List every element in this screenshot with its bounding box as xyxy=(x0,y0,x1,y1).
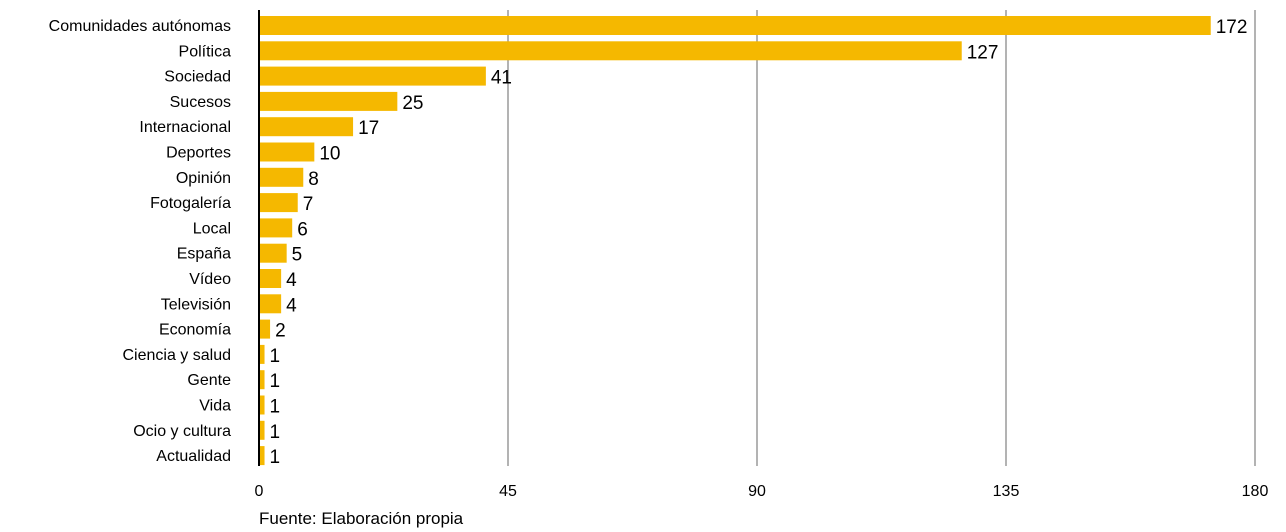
category-label: Opinión xyxy=(176,170,231,187)
category-label: Ciencia y salud xyxy=(123,347,232,364)
x-tick-labels: 0 45 90 135 180 xyxy=(255,483,1269,500)
value-label: 127 xyxy=(967,42,999,63)
bar xyxy=(259,91,398,111)
category-label: Vídeo xyxy=(189,271,231,288)
bar xyxy=(259,319,271,339)
category-label: Internacional xyxy=(139,119,231,136)
bar xyxy=(259,218,293,238)
value-label: 1 xyxy=(270,346,281,367)
value-label: 1 xyxy=(270,371,281,392)
bar xyxy=(259,269,282,288)
category-label: Fotogalería xyxy=(150,195,231,212)
bar xyxy=(259,446,265,466)
x-tick-label: 135 xyxy=(993,483,1020,500)
value-label: 4 xyxy=(286,295,297,316)
bars xyxy=(259,16,1211,466)
category-label: España xyxy=(177,246,231,263)
category-label: Televisión xyxy=(161,296,231,313)
category-label: Actualidad xyxy=(156,448,231,465)
category-label: Sucesos xyxy=(170,94,231,111)
category-label: Comunidades autónomas xyxy=(49,18,231,35)
bar xyxy=(259,66,486,86)
category-label: Gente xyxy=(187,372,231,389)
bar xyxy=(259,167,304,187)
value-label: 1 xyxy=(270,422,281,443)
value-label: 6 xyxy=(297,219,308,240)
bar xyxy=(259,395,265,415)
category-label: Política xyxy=(179,43,232,60)
category-label: Ocio y cultura xyxy=(133,423,231,440)
bar xyxy=(259,117,354,137)
value-label: 25 xyxy=(402,93,423,114)
category-label: Vida xyxy=(199,398,231,415)
value-label: 1 xyxy=(270,447,281,468)
x-tick-label: 90 xyxy=(748,483,766,500)
category-label: Local xyxy=(193,220,231,237)
value-label: 5 xyxy=(292,245,303,266)
bar xyxy=(259,344,265,364)
category-label: Deportes xyxy=(166,145,231,162)
source-note: Fuente: Elaboración propia xyxy=(259,509,464,528)
value-label: 8 xyxy=(308,169,319,190)
value-label: 41 xyxy=(491,68,512,89)
value-label: 172 xyxy=(1216,17,1248,38)
bar xyxy=(259,420,265,440)
bar xyxy=(259,16,1211,35)
value-label: 17 xyxy=(358,118,379,139)
x-tick-label: 45 xyxy=(499,483,517,500)
value-label: 1 xyxy=(270,397,281,418)
bar xyxy=(259,142,315,162)
category-label: Sociedad xyxy=(164,69,231,86)
value-label: 2 xyxy=(275,321,286,342)
bar xyxy=(259,294,282,314)
value-label: 4 xyxy=(286,270,297,291)
bar xyxy=(259,41,962,61)
category-labels: Comunidades autónomas Política Sociedad Suc… xyxy=(49,18,231,465)
x-tick-label: 180 xyxy=(1242,483,1269,500)
value-label: 7 xyxy=(303,194,314,215)
bar xyxy=(259,193,298,213)
category-label: Economía xyxy=(159,322,231,339)
gridlines xyxy=(507,10,1256,466)
x-tick-label: 0 xyxy=(255,483,264,500)
bar xyxy=(259,243,287,263)
value-label: 10 xyxy=(319,144,340,165)
bar xyxy=(259,370,265,390)
